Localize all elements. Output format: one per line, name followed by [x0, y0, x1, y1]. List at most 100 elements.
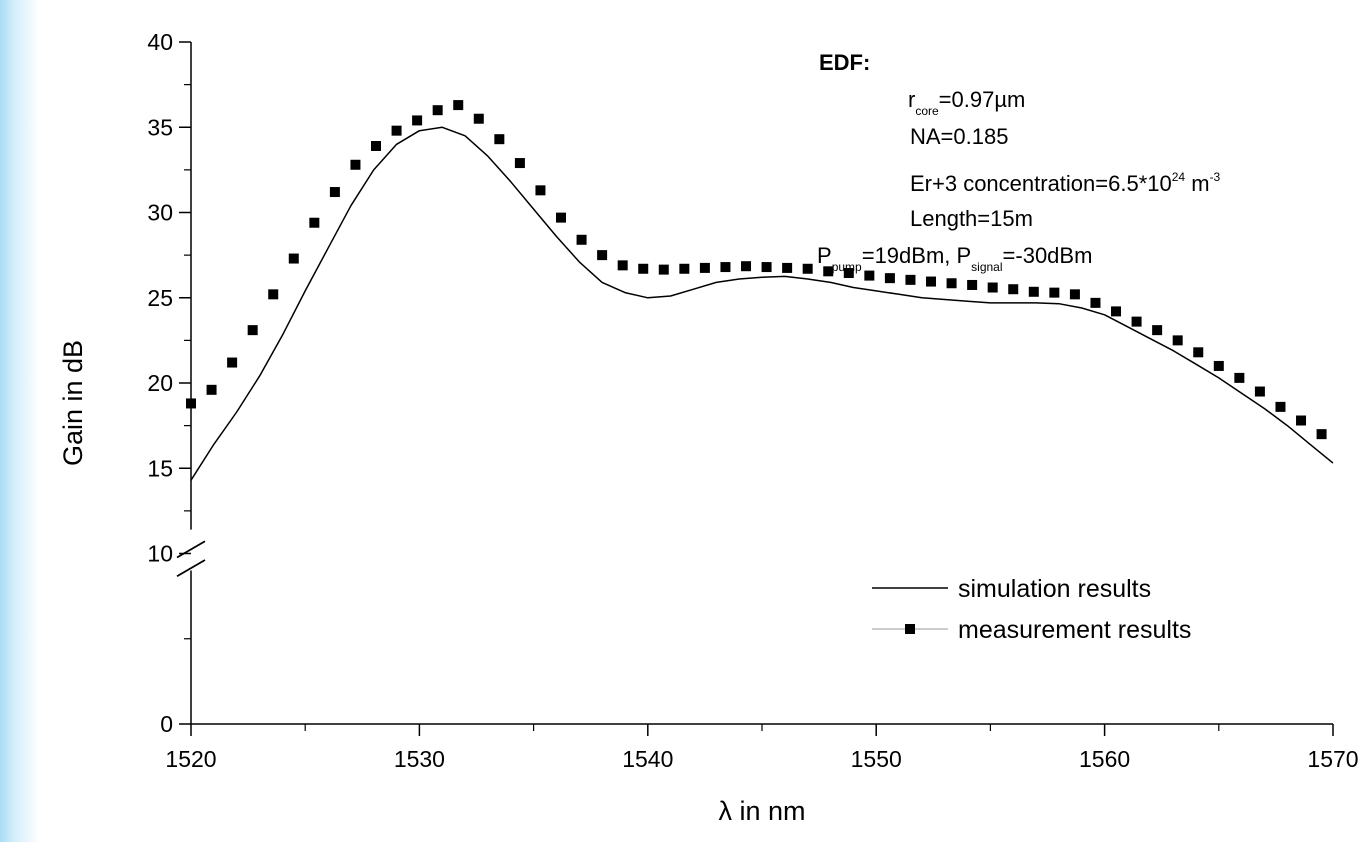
measurement-point: [1254, 386, 1265, 397]
annotation-na: NA=0.185: [910, 124, 1008, 149]
power-pump-sub: pump: [832, 260, 862, 274]
series-simulation-line: [190, 126, 1334, 481]
measurement-point: [905, 274, 916, 285]
y-tick-label: 30: [147, 200, 173, 226]
measurement-point: [802, 263, 813, 274]
y-axis-break-mark: [176, 540, 206, 559]
y-tick-label: 40: [147, 29, 173, 55]
measurement-point: [720, 262, 731, 273]
measurement-point: [247, 325, 258, 336]
measurement-point: [1069, 289, 1080, 300]
measurement-point: [329, 187, 340, 198]
measurement-point: [1193, 347, 1204, 358]
measurement-point: [843, 268, 854, 279]
x-tick-label: 1530: [394, 746, 445, 772]
annotation-r-core: rcore=0.97µm: [908, 87, 1025, 118]
measurement-point: [1275, 401, 1286, 412]
concentration-unit-exp: -3: [1210, 170, 1221, 184]
concentration-main: Er+3 concentration=6.5*10: [910, 171, 1172, 196]
measurement-point: [1316, 429, 1327, 440]
measurement-point: [556, 212, 567, 223]
x-tick-label: 1550: [851, 746, 902, 772]
measurement-point: [1131, 316, 1142, 327]
measurement-point: [227, 357, 238, 368]
measurement-point: [741, 261, 752, 272]
measurement-point: [432, 105, 443, 116]
legend-marker-measurement: [905, 624, 915, 634]
power-signal-sub: signal: [971, 260, 1002, 274]
measurement-point: [1152, 325, 1163, 336]
measurement-point: [309, 217, 320, 228]
x-tick-label: 1540: [622, 746, 673, 772]
annotation-length: Length=15m: [910, 206, 1033, 231]
measurement-point: [638, 263, 649, 274]
y-tick-label: 10: [147, 541, 173, 567]
y-tick-label: 15: [147, 455, 173, 481]
measurement-point: [453, 100, 464, 111]
concentration-exp: 24: [1172, 170, 1186, 184]
measurement-point: [1111, 306, 1122, 317]
x-tick-label: 1570: [1307, 746, 1358, 772]
measurement-point: [514, 158, 525, 169]
measurement-point: [946, 278, 957, 289]
y-axis-break-mark: [176, 559, 206, 578]
power-p1: P: [817, 243, 832, 268]
measurement-point: [1213, 360, 1224, 371]
measurement-point: [1296, 415, 1307, 426]
measurement-point: [576, 234, 587, 245]
measurement-point: [535, 185, 546, 196]
measurement-point: [350, 159, 361, 170]
measurement-point: [288, 253, 299, 264]
measurement-point: [1028, 286, 1039, 297]
annotation-concentration: Er+3 concentration=6.5*1024 m-3: [910, 170, 1221, 196]
plot-area: [186, 100, 1334, 481]
measurement-point: [699, 262, 710, 273]
y-tick-label: 35: [147, 114, 173, 140]
y-tick-label: 20: [147, 370, 173, 396]
measurement-point: [206, 384, 217, 395]
power-mid: =19dBm, P: [862, 243, 971, 268]
annotation-heading: EDF:: [819, 50, 870, 75]
measurement-point: [658, 264, 669, 275]
r-core-sub: core: [915, 104, 939, 118]
legend-label-simulation: simulation results: [958, 575, 1151, 603]
annotation-power: Ppump=19dBm, Psignal=-30dBm: [817, 243, 1092, 274]
x-axis-title: λ in nm: [718, 796, 805, 826]
measurement-point: [1090, 297, 1101, 308]
measurement-point: [1172, 335, 1183, 346]
y-tick-label: 25: [147, 285, 173, 311]
r-core-value: =0.97µm: [939, 87, 1026, 112]
measurement-point: [1008, 284, 1019, 295]
y-tick-label: 0: [160, 711, 173, 737]
measurement-point: [473, 113, 484, 124]
measurement-point: [864, 270, 875, 281]
legend: simulation results measurement results: [872, 575, 1191, 644]
measurement-point: [679, 263, 690, 274]
measurement-point: [926, 276, 937, 287]
measurement-point: [1234, 372, 1245, 383]
measurement-point: [782, 262, 793, 273]
measurement-point: [371, 141, 382, 152]
measurement-point: [884, 273, 895, 284]
measurement-point: [967, 279, 978, 290]
concentration-unit: m: [1185, 171, 1209, 196]
x-tick-label: 1520: [165, 746, 216, 772]
measurement-point: [1049, 287, 1060, 298]
x-tick-label: 1560: [1079, 746, 1130, 772]
r-core-base: r: [908, 87, 915, 112]
measurement-point: [268, 289, 279, 300]
parameter-annotation: EDF: rcore=0.97µm NA=0.185 Er+3 concentr…: [817, 50, 1221, 274]
measurement-point: [617, 260, 628, 271]
measurement-point: [494, 134, 505, 145]
measurement-point: [597, 250, 608, 261]
y-axis-title: Gain in dB: [58, 340, 88, 466]
measurement-point: [412, 115, 423, 126]
measurement-point: [761, 262, 772, 273]
power-rest: =-30dBm: [1003, 243, 1093, 268]
legend-label-measurement: measurement results: [958, 616, 1191, 644]
measurement-point: [391, 125, 402, 136]
measurement-point: [186, 398, 196, 409]
measurement-point: [823, 266, 834, 277]
